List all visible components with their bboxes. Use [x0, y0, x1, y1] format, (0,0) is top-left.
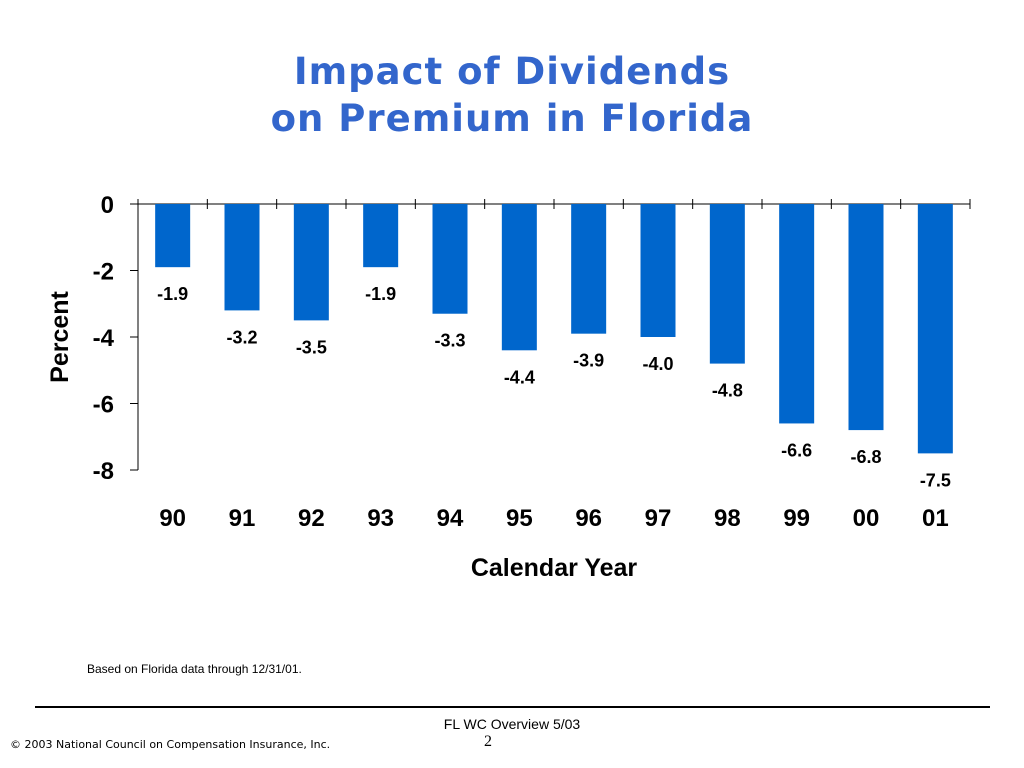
bar-value-label: -6.6 — [781, 440, 812, 460]
bar — [432, 204, 468, 314]
footnote: Based on Florida data through 12/31/01. — [87, 662, 302, 676]
page-number: 2 — [484, 733, 492, 750]
bar-value-label: -3.2 — [226, 327, 257, 347]
bar-value-label: -3.9 — [573, 351, 604, 371]
bar — [224, 204, 260, 311]
y-tick-label: 0 — [101, 192, 114, 219]
bar — [571, 204, 607, 334]
bar — [501, 204, 537, 351]
bar — [848, 204, 884, 431]
bar — [293, 204, 329, 321]
title-line-2: on Premium in Florida — [270, 97, 754, 140]
x-tick-label: 91 — [229, 505, 256, 532]
footer-caption: FL WC Overview 5/03 — [443, 716, 581, 732]
x-tick-label: 96 — [575, 505, 602, 532]
title-line-1: Impact of Dividends — [293, 50, 731, 93]
bar-value-label: -4.8 — [712, 381, 743, 401]
x-tick-label: 00 — [853, 505, 880, 532]
x-tick-label: 94 — [437, 505, 464, 532]
bar-value-label: -1.9 — [157, 284, 188, 304]
x-axis-title: Calendar Year — [471, 554, 638, 582]
bar — [779, 204, 815, 424]
bar-value-label: -3.3 — [434, 331, 465, 351]
y-tick-label: -6 — [93, 392, 114, 419]
x-tick-label: 90 — [159, 505, 186, 532]
bar-value-label: -1.9 — [365, 284, 396, 304]
x-tick-label: 01 — [922, 505, 949, 532]
bar-value-label: -4.0 — [642, 354, 673, 374]
slide-title: Impact of Dividends on Premium in Florid… — [0, 48, 1024, 142]
bar-value-label: -7.5 — [920, 470, 951, 490]
x-tick-label: 92 — [298, 505, 325, 532]
bar-value-label: -4.4 — [504, 367, 535, 387]
bar-value-label: -3.5 — [296, 337, 327, 357]
y-axis-title: Percent — [46, 290, 74, 382]
bar — [640, 204, 676, 337]
x-tick-label: 99 — [783, 505, 810, 532]
bar — [917, 204, 953, 454]
y-tick-label: -2 — [93, 259, 114, 286]
x-tick-label: 95 — [506, 505, 533, 532]
x-tick-label: 93 — [367, 505, 394, 532]
x-tick-label: 98 — [714, 505, 741, 532]
footer-divider — [35, 706, 990, 708]
copyright-notice: © 2003 National Council on Compensation … — [10, 738, 331, 751]
bar-chart: 0 -2 -4 -6 -8 -1.9 90 -3.2 91 -3.5 92 -1.9 93 -3.3 94 -… — [46, 192, 971, 582]
bar — [709, 204, 745, 364]
bar — [363, 204, 399, 268]
y-tick-label: -4 — [93, 325, 115, 352]
bar — [155, 204, 191, 268]
bar-value-label: -6.8 — [850, 447, 881, 467]
x-tick-label: 97 — [645, 505, 672, 532]
y-tick-label: -8 — [93, 458, 114, 485]
